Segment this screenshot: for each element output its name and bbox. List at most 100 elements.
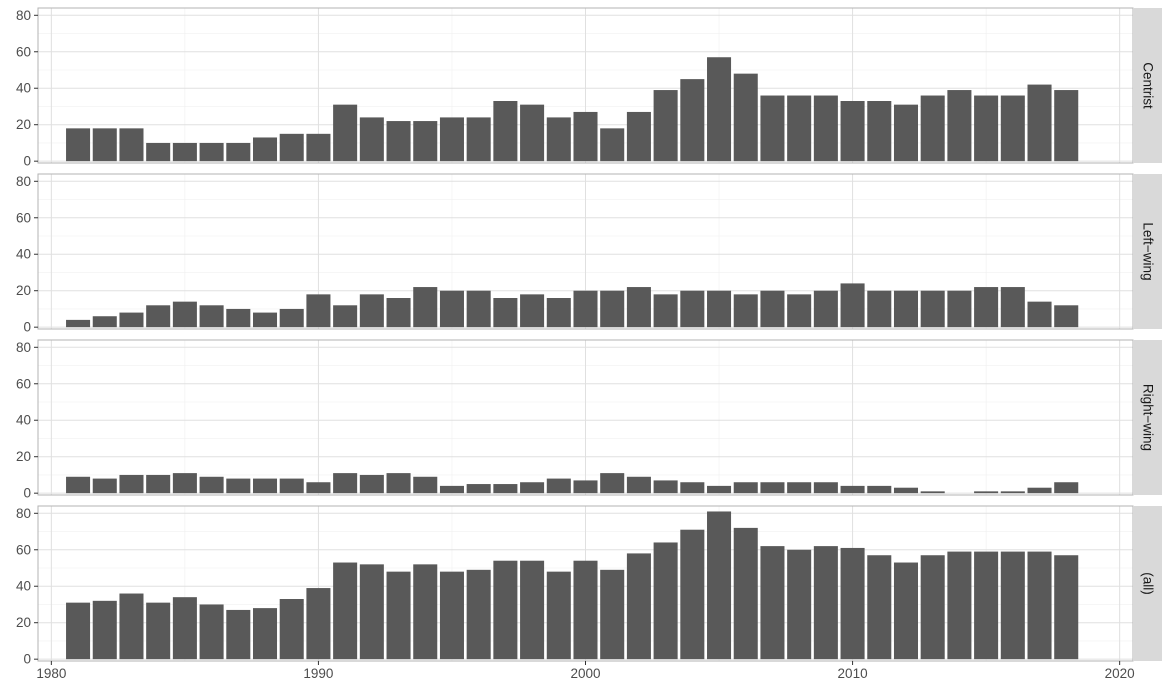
bar [333, 305, 358, 328]
bar [813, 482, 838, 494]
facet-strip [1134, 340, 1162, 495]
bar [333, 473, 358, 494]
y-tick-label: 0 [23, 320, 31, 335]
bar [146, 142, 171, 162]
facet-panel: 0 20 40 60 80 Centrist [16, 7, 1162, 169]
bar [947, 90, 972, 162]
bar [653, 294, 678, 328]
bar [359, 294, 384, 328]
bar [813, 95, 838, 162]
bar [252, 608, 278, 660]
bar [226, 308, 251, 328]
x-tick-label: 2000 [570, 666, 600, 681]
bar [867, 290, 892, 328]
bar [920, 491, 945, 494]
bar [66, 476, 91, 494]
bar [760, 546, 785, 660]
panel-border [37, 7, 1134, 164]
y-tick-label: 80 [16, 340, 31, 355]
bar [386, 298, 411, 328]
bar [252, 478, 278, 494]
bar [1000, 491, 1025, 494]
bar [653, 90, 678, 162]
x-tick-label: 1980 [36, 666, 66, 681]
y-tick-label: 20 [16, 449, 31, 464]
bar [92, 600, 117, 660]
bar [947, 290, 972, 328]
y-tick-label: 0 [23, 652, 31, 667]
bar [279, 478, 304, 494]
bar [787, 549, 812, 660]
bar [626, 287, 651, 328]
bar [867, 101, 892, 162]
bar [439, 290, 464, 328]
bar [386, 571, 411, 660]
facet-strip [1134, 506, 1162, 661]
bar [653, 542, 678, 660]
bar [493, 298, 518, 328]
bar [172, 301, 197, 328]
bar [1027, 487, 1052, 494]
facet-strip [1134, 8, 1162, 163]
bar [1054, 482, 1079, 494]
bar [226, 142, 251, 162]
bar [493, 101, 518, 162]
bar [359, 474, 384, 494]
bar [439, 117, 464, 162]
bar [974, 95, 999, 162]
bar [520, 104, 545, 162]
bar [920, 95, 945, 162]
facet-strip [1134, 174, 1162, 329]
y-tick-label: 40 [16, 81, 31, 96]
bar [1054, 90, 1079, 162]
bar [707, 57, 732, 162]
bar [600, 128, 625, 162]
bar [893, 290, 919, 328]
chart-panels: 0 20 40 60 80 Centrist 0 20 40 60 80 Left−wing 0 20 40… [16, 7, 1162, 667]
bar [520, 482, 545, 494]
bar [920, 555, 945, 660]
bar [119, 312, 144, 328]
facet-strip-label: Centrist [1141, 62, 1156, 109]
bar [66, 602, 91, 660]
bar [680, 482, 705, 494]
panel-border [37, 173, 1134, 330]
bar [306, 482, 331, 494]
bar [787, 95, 812, 162]
facet-strip-label: Right−wing [1141, 384, 1156, 451]
bar [466, 117, 491, 162]
facet-panel: 0 20 40 60 80 Right−wing [16, 339, 1162, 501]
bar [573, 480, 598, 494]
x-tick-label: 2020 [1105, 666, 1135, 681]
bar [600, 569, 625, 660]
bar [1054, 305, 1079, 328]
bar [226, 609, 251, 660]
bar [199, 604, 224, 660]
bar [466, 484, 491, 494]
bar [386, 473, 411, 494]
bar [813, 546, 838, 660]
bar [333, 562, 358, 660]
bar [546, 117, 571, 162]
x-tick-label: 2010 [838, 666, 868, 681]
bar [119, 474, 144, 494]
bar [787, 482, 812, 494]
bar [733, 73, 758, 162]
bar [199, 142, 224, 162]
bar [92, 128, 117, 162]
facet-panel: 0 20 40 60 80 Left−wing [16, 173, 1162, 335]
bar [466, 569, 491, 660]
bar [466, 290, 491, 328]
bar [413, 121, 438, 162]
bar [600, 473, 625, 494]
bar [760, 482, 785, 494]
y-tick-label: 60 [16, 44, 31, 59]
bar [840, 547, 865, 660]
bar [573, 560, 598, 660]
bar [680, 290, 705, 328]
bar [146, 305, 171, 328]
y-tick-label: 40 [16, 413, 31, 428]
bar [386, 121, 411, 162]
bar [146, 474, 171, 494]
bar [760, 290, 785, 328]
